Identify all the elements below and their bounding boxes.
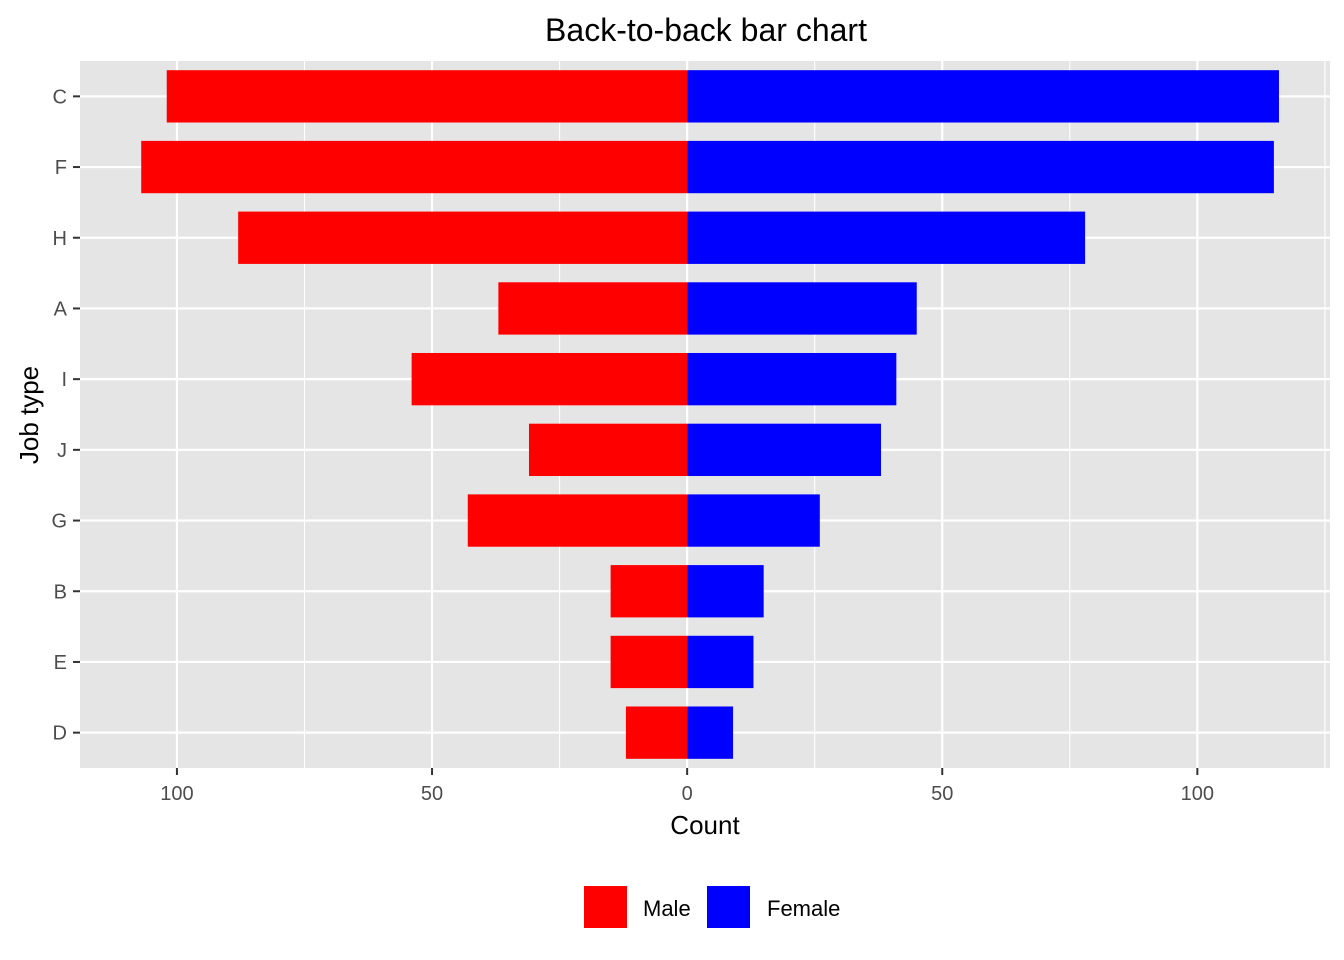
y-tick-label: G [51, 511, 67, 533]
y-tick-label: C [53, 86, 67, 108]
x-tick-label: 50 [931, 783, 953, 805]
bar-male-E [610, 635, 688, 689]
bar-male-F [141, 140, 688, 194]
bar-female-B [687, 565, 764, 618]
y-tick-label: F [55, 157, 67, 179]
bar-male-A [498, 282, 688, 335]
bar-female-D [687, 706, 734, 759]
legend: Male Female [584, 886, 840, 928]
legend-key-female [707, 886, 750, 928]
legend-key-male [584, 886, 627, 928]
legend-label-male: Male [643, 896, 691, 921]
bar-female-E [687, 635, 754, 689]
bar-female-F [687, 140, 1274, 194]
y-tick-label: B [54, 581, 67, 603]
bar-male-D [625, 706, 688, 759]
bar-female-G [687, 494, 820, 547]
bar-female-H [687, 211, 1086, 264]
bar-female-A [687, 282, 917, 335]
x-tick-label: 100 [1181, 783, 1214, 805]
y-tick-label: J [57, 440, 67, 462]
bar-male-H [238, 211, 688, 264]
chart-title: Back-to-back bar chart [545, 12, 867, 48]
bar-male-G [467, 494, 688, 547]
y-axis-title: Job type [14, 366, 44, 464]
bar-female-I [687, 352, 897, 406]
bar-female-J [687, 423, 882, 477]
x-tick-label: 50 [421, 783, 443, 805]
y-tick-label: E [54, 652, 67, 674]
y-tick-label: A [54, 298, 68, 320]
x-axis: 100 50 0 50 100 [160, 768, 1214, 805]
bar-female-C [687, 70, 1279, 123]
legend-label-female: Female [767, 896, 840, 921]
bar-male-J [528, 423, 688, 477]
bar-male-I [411, 352, 688, 406]
x-tick-label: 100 [160, 783, 193, 805]
plot-panel [80, 61, 1330, 768]
y-tick-label: H [53, 228, 67, 250]
y-tick-label: I [61, 369, 67, 391]
y-tick-label: D [53, 723, 67, 745]
bar-male-C [166, 70, 688, 123]
bar-male-B [610, 565, 688, 618]
y-axis: C F H A I J G B E D [51, 86, 80, 745]
x-axis-title: Count [670, 810, 740, 840]
x-tick-label: 0 [682, 783, 693, 805]
